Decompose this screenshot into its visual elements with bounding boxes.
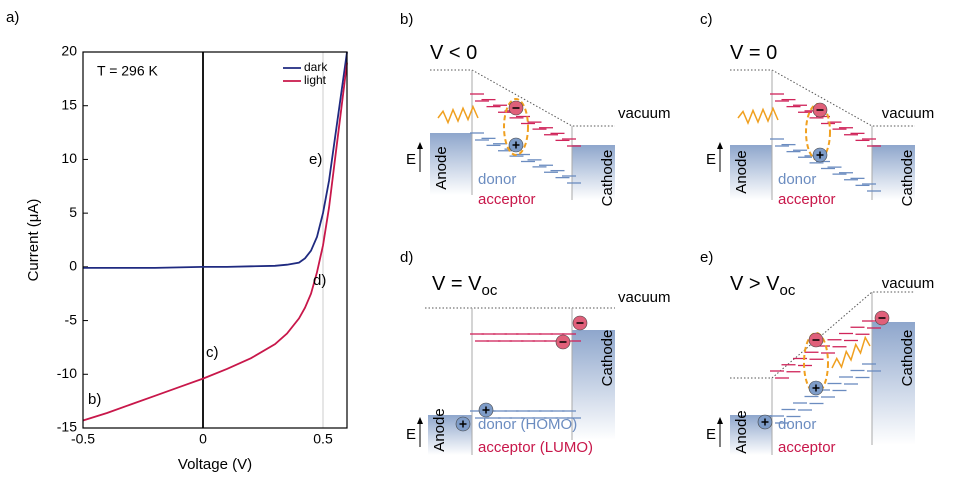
panel-title: V = 0 xyxy=(730,42,777,64)
curve-marker: d) xyxy=(313,272,326,289)
vacuum-level xyxy=(730,291,915,379)
photon xyxy=(737,106,779,125)
arrow-head xyxy=(417,417,423,424)
cathode-label: Cathode xyxy=(899,330,916,387)
panel-title: V = Voc xyxy=(432,273,498,299)
energy-label: E xyxy=(706,426,716,443)
vacuum-label: vacuum xyxy=(618,105,671,122)
anode-label: Anode xyxy=(733,410,750,453)
cathode-label: Cathode xyxy=(599,330,616,387)
photon xyxy=(831,335,871,369)
panel-label: e) xyxy=(700,249,713,266)
title-main: V = V xyxy=(432,273,482,295)
x-tick-label: 0 xyxy=(199,431,207,447)
title-main: V < 0 xyxy=(430,42,477,64)
y-tick-label: -5 xyxy=(65,311,78,327)
title-sub: oc xyxy=(481,282,497,299)
y-tick-label: 20 xyxy=(61,43,77,59)
panel-label: a) xyxy=(6,9,19,26)
donor-label: donor (HOMO) xyxy=(478,416,577,433)
cathode xyxy=(872,322,915,445)
arrow-head xyxy=(717,417,723,424)
curve-marker: c) xyxy=(206,344,219,361)
y-tick-label: 10 xyxy=(61,150,77,166)
vacuum-label: vacuum xyxy=(882,105,935,122)
panel-label: c) xyxy=(700,11,713,28)
donor-label: donor xyxy=(778,171,816,188)
y-tick-label: -15 xyxy=(57,419,77,435)
acceptor-label: acceptor xyxy=(778,439,836,456)
anode xyxy=(730,145,772,200)
x-tick-label: 0.5 xyxy=(313,431,333,447)
cathode xyxy=(572,330,615,440)
y-tick-label: 15 xyxy=(61,96,77,112)
plot-frame xyxy=(82,51,348,429)
line-0 xyxy=(83,51,348,269)
title-sub: oc xyxy=(779,282,795,299)
y-tick-label: 0 xyxy=(69,258,77,274)
panel-label: b) xyxy=(400,11,413,28)
panel-title: V < 0 xyxy=(430,42,477,64)
acceptor-label: acceptor (LUMO) xyxy=(478,439,593,456)
anode-label: Anode xyxy=(431,408,448,451)
legend-label: light xyxy=(304,73,327,87)
vacuum-level xyxy=(730,69,915,127)
cathode xyxy=(572,145,615,200)
anode xyxy=(430,133,472,195)
panel-title: V > Voc xyxy=(730,273,796,299)
energy-label: E xyxy=(706,151,716,168)
donor-label: donor xyxy=(478,171,516,188)
panel-label: d) xyxy=(400,249,413,266)
cathode-label: Cathode xyxy=(899,150,916,207)
legend-label: dark xyxy=(304,60,328,74)
line-1 xyxy=(82,62,348,422)
anode-label: Anode xyxy=(733,150,750,193)
acceptor-label: acceptor xyxy=(478,191,536,208)
curve-marker: b) xyxy=(88,391,101,408)
acceptor-label: acceptor xyxy=(778,191,836,208)
arrow-head xyxy=(417,142,423,149)
vacuum-label: vacuum xyxy=(882,275,935,292)
y-tick-label: 5 xyxy=(69,204,77,220)
annotation: T = 296 K xyxy=(97,63,159,79)
title-main: V = 0 xyxy=(730,42,777,64)
energy-label: E xyxy=(406,151,416,168)
exciton xyxy=(503,98,529,156)
energy-label: E xyxy=(406,426,416,443)
x-axis-label: Voltage (V) xyxy=(178,456,252,473)
y-axis-label: Current (μA) xyxy=(25,199,42,282)
y-tick-label: -10 xyxy=(57,365,77,381)
title-main: V > V xyxy=(730,273,780,295)
cathode-label: Cathode xyxy=(599,150,616,207)
photon xyxy=(437,104,479,125)
anode-label: Anode xyxy=(433,146,450,189)
vacuum-level xyxy=(430,69,615,127)
vacuum-label: vacuum xyxy=(618,289,671,306)
curve-marker: e) xyxy=(309,151,322,168)
donor-label: donor xyxy=(778,416,816,433)
x-tick-label: -0.5 xyxy=(71,431,95,447)
arrow-head xyxy=(717,142,723,149)
